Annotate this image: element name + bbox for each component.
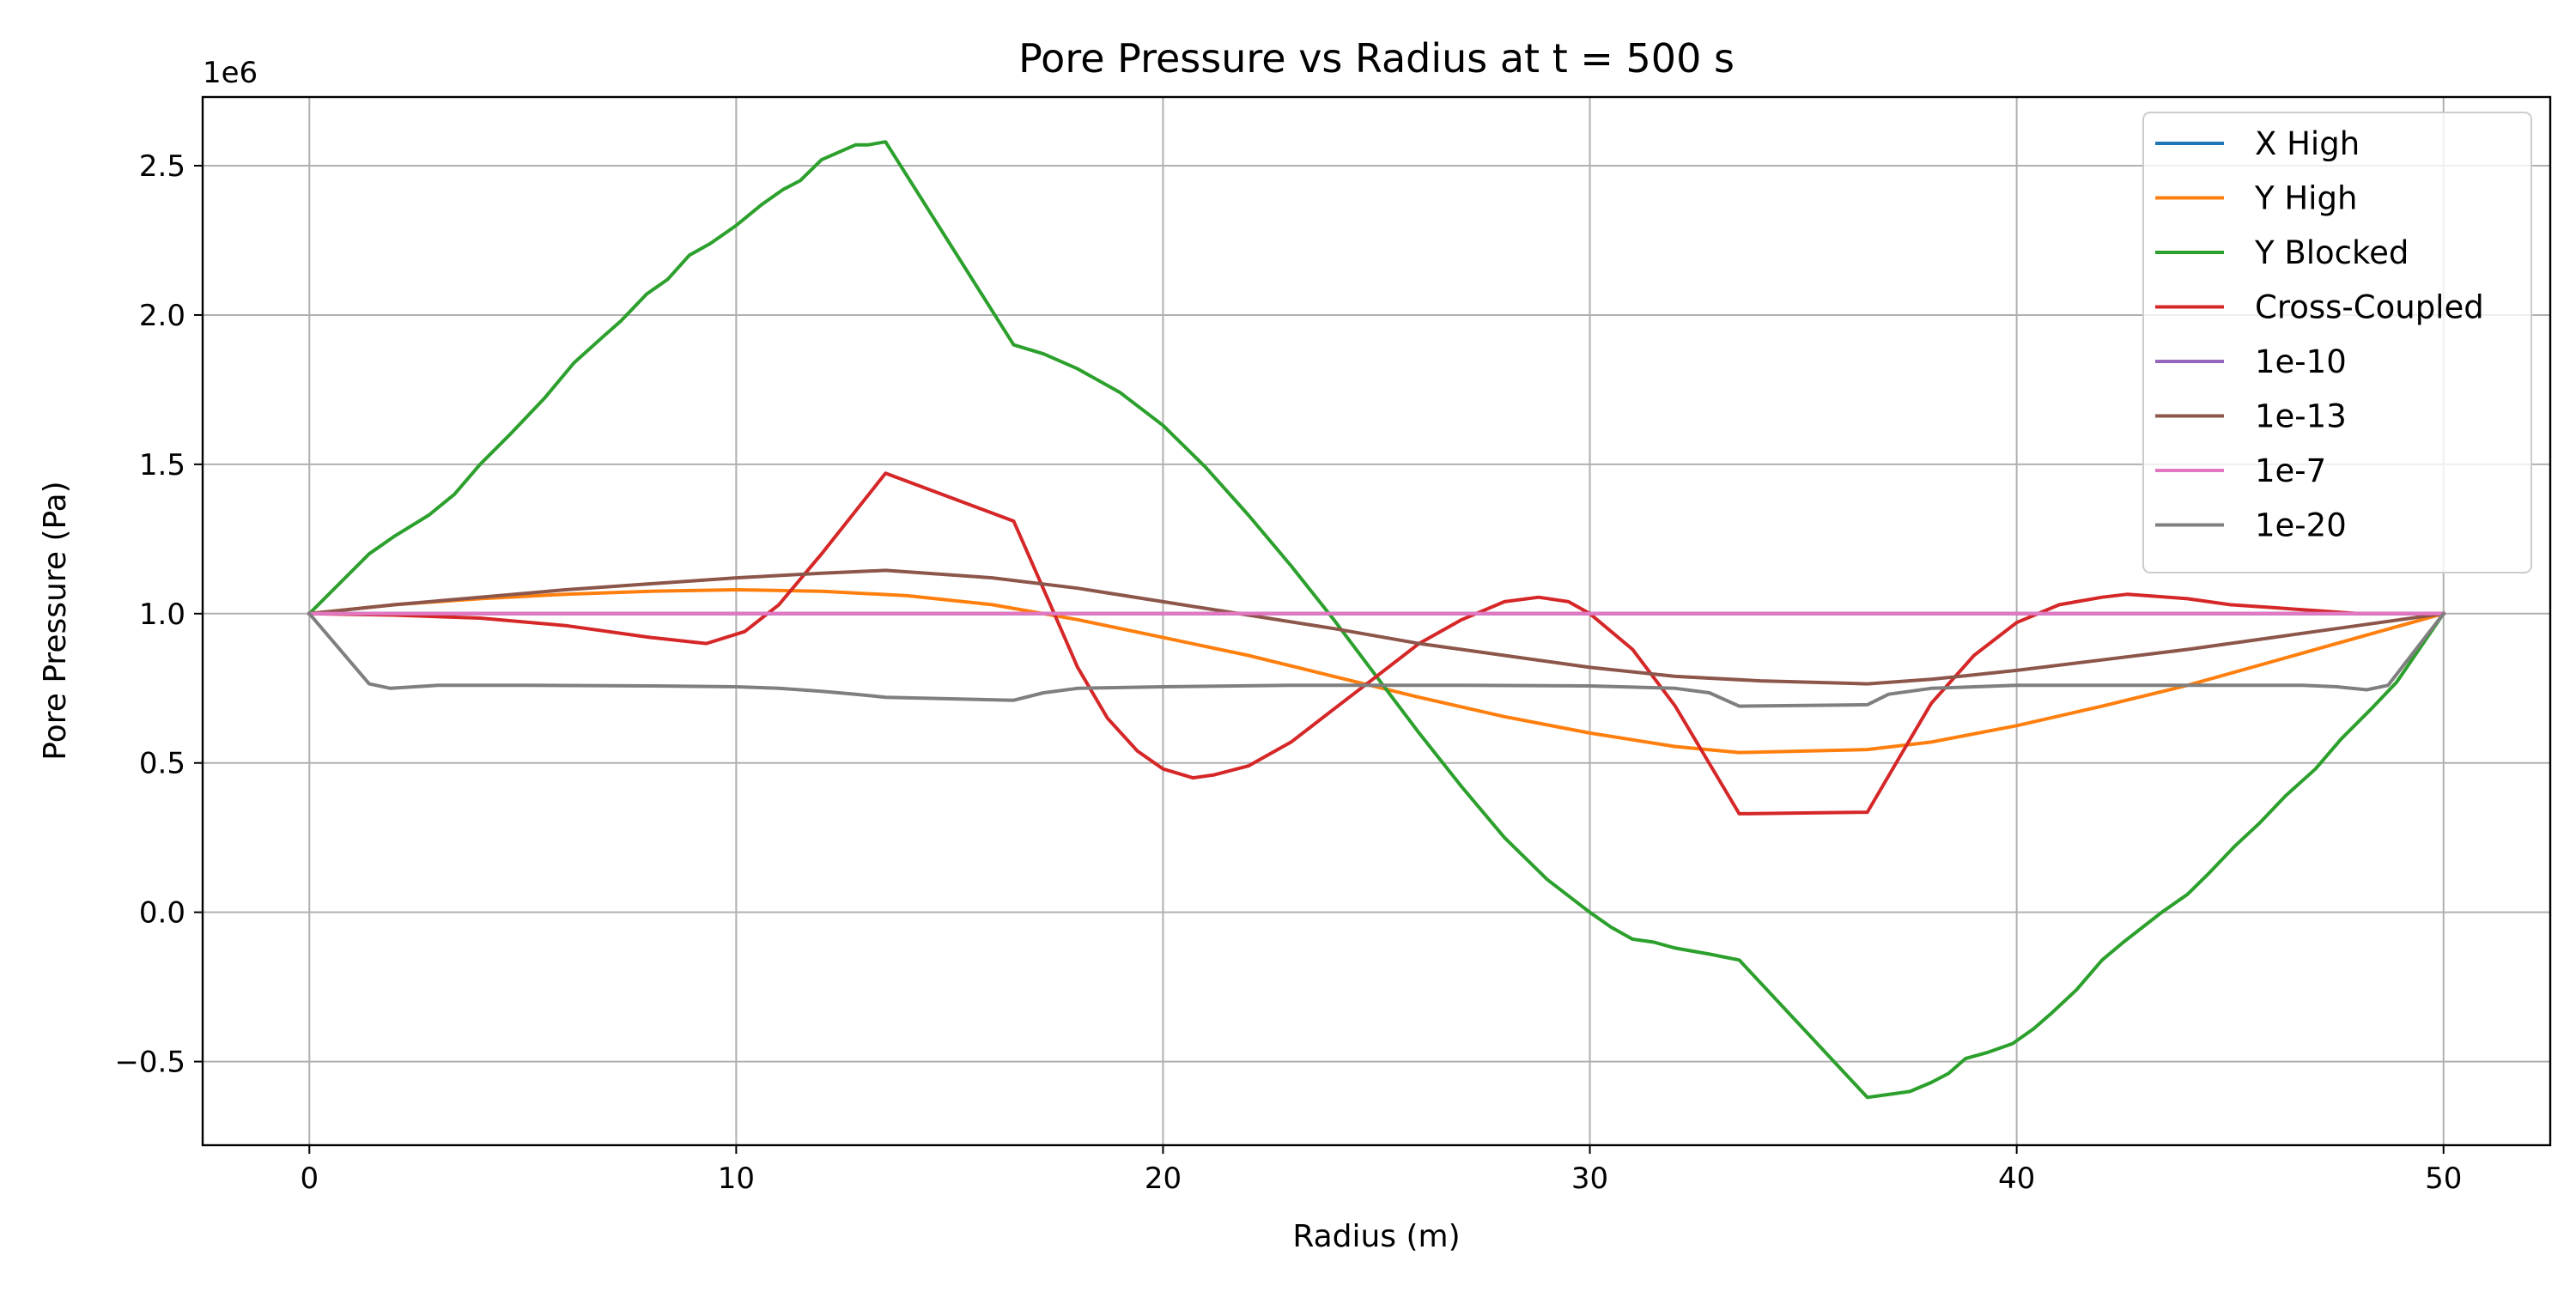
legend-box xyxy=(2142,112,2532,573)
legend-label-y-blocked: Y Blocked xyxy=(2254,234,2409,271)
legend: X High Y High Y Blocked Cross-Coupled 1e-10 1… xyxy=(2142,112,2532,573)
y-tick-label: 0.5 xyxy=(139,747,185,781)
axes-frame xyxy=(201,95,2552,1147)
y-tick-label: 2.0 xyxy=(139,299,185,333)
x-tick-label: 50 xyxy=(2425,1162,2462,1196)
x-tick-label: 40 xyxy=(1998,1162,2035,1196)
y-tick-label: 2.5 xyxy=(139,149,185,184)
legend-label-x-high: X High xyxy=(2255,125,2360,162)
x-tick-label: 30 xyxy=(1571,1162,1608,1196)
x-tick-label: 10 xyxy=(718,1162,755,1196)
chart-title: Pore Pressure vs Radius at t = 500 s xyxy=(1018,35,1735,82)
y-tick-label: −0.5 xyxy=(114,1046,185,1080)
legend-label-1e-10: 1e-10 xyxy=(2255,343,2347,380)
y-axis-label: Pore Pressure (Pa) xyxy=(38,481,73,760)
axis-ticks: 0 10 20 30 40 50 −0.5 0.0 0.5 1.0 1.5 2.0 2.5 xyxy=(114,149,2462,1196)
legend-label-1e-20: 1e-20 xyxy=(2255,507,2347,544)
series-line-y-blocked xyxy=(307,140,2446,1100)
series-line-1e-20 xyxy=(307,610,2446,708)
x-tick-label: 20 xyxy=(1145,1162,1182,1196)
legend-label-cross-coupled: Cross-Coupled xyxy=(2255,289,2484,326)
x-axis-label: Radius (m) xyxy=(1292,1219,1460,1254)
legend-label-1e-7: 1e-7 xyxy=(2255,452,2326,489)
y-tick-label: 1.5 xyxy=(139,448,185,482)
series-line-1e-13 xyxy=(307,568,2445,686)
y-axis-offset-label: 1e6 xyxy=(203,56,258,90)
legend-label-1e-13: 1e-13 xyxy=(2255,398,2347,435)
x-tick-label: 0 xyxy=(300,1162,319,1196)
legend-label-y-high: Y High xyxy=(2254,180,2357,217)
y-tick-label: 0.0 xyxy=(139,896,185,931)
series-lines xyxy=(307,140,2446,1100)
y-tick-label: 1.0 xyxy=(139,597,185,632)
